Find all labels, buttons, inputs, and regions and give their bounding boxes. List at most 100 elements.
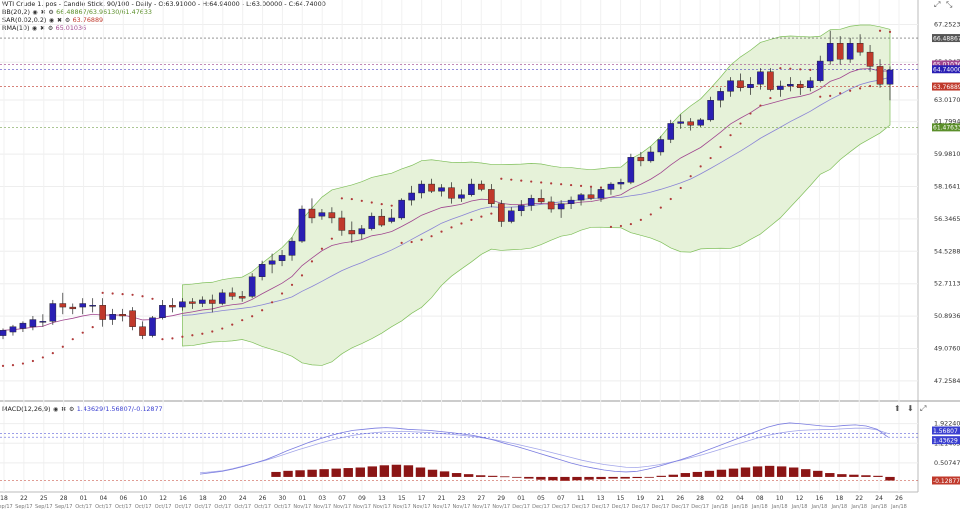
candle-body bbox=[617, 182, 625, 185]
candle-body bbox=[418, 183, 425, 194]
x-tick-label: 18 bbox=[836, 495, 844, 502]
x-tick-sublabel: Jan/18 bbox=[791, 504, 808, 510]
x-tick-label: 01 bbox=[299, 495, 307, 502]
x-tick-sublabel: Dec/17 bbox=[671, 504, 689, 510]
gear-icon[interactable]: ⚙ bbox=[68, 406, 75, 413]
sar-dot bbox=[51, 351, 54, 355]
sar-dot bbox=[450, 226, 453, 229]
sar-dot bbox=[569, 183, 573, 187]
expand-icon[interactable]: ⤢ bbox=[920, 404, 927, 413]
sar-dot bbox=[41, 356, 44, 359]
sar-dot bbox=[599, 186, 603, 189]
x-tick-sublabel: Oct/17 bbox=[254, 504, 271, 510]
sar-dot bbox=[480, 215, 483, 218]
candle-body bbox=[268, 260, 276, 265]
macd-value-badge-label: 1.56807 bbox=[933, 428, 958, 435]
candle-body bbox=[667, 123, 675, 140]
gear-icon[interactable]: ⚙ bbox=[47, 25, 54, 32]
sar-dot bbox=[231, 323, 234, 326]
sar-dot bbox=[420, 238, 423, 241]
candle-body bbox=[89, 305, 96, 307]
sar-dot bbox=[360, 199, 363, 202]
candle-body bbox=[358, 228, 366, 235]
value-badge-label: 65.01036 bbox=[933, 62, 960, 69]
macd-value-badge-label: 1.43629 bbox=[933, 437, 958, 444]
candle-body bbox=[627, 157, 635, 183]
close-icon[interactable]: ✖ bbox=[40, 9, 46, 16]
macd-histogram-bar bbox=[632, 476, 642, 479]
macd-histogram-bar bbox=[560, 476, 570, 481]
candle-body bbox=[657, 139, 665, 153]
sar-dot bbox=[510, 178, 513, 181]
sar-dot bbox=[609, 225, 613, 228]
sar-dot bbox=[320, 247, 324, 250]
candle-body bbox=[169, 305, 176, 308]
candle-body bbox=[179, 301, 186, 308]
candle-body bbox=[139, 326, 146, 336]
eye-icon[interactable]: ◉ bbox=[32, 9, 38, 16]
gear-icon[interactable]: ⚙ bbox=[48, 9, 54, 16]
candle-body bbox=[9, 326, 17, 333]
sar-dot bbox=[71, 338, 74, 341]
macd-histogram-bar bbox=[355, 467, 365, 477]
macd-histogram-bar bbox=[873, 475, 883, 477]
eye-icon[interactable]: ◉ bbox=[52, 406, 59, 413]
macd-y-tick-label: 0.50747 bbox=[934, 459, 960, 467]
candle-body bbox=[218, 292, 226, 304]
collapse-icon[interactable]: ⤡ bbox=[946, 0, 953, 9]
macd-histogram-bar bbox=[331, 468, 341, 477]
candle-body bbox=[428, 183, 435, 192]
candle-body bbox=[488, 189, 495, 204]
x-tick-label: 27 bbox=[478, 495, 486, 502]
sar-dot bbox=[11, 364, 15, 367]
x-tick-sublabel: Oct/17 bbox=[135, 504, 152, 510]
macd-histogram-bar bbox=[837, 474, 847, 477]
eye-icon[interactable]: ◉ bbox=[31, 25, 38, 32]
candle-body bbox=[149, 317, 156, 336]
x-tick-sublabel: Nov/17 bbox=[393, 504, 411, 510]
candle-body bbox=[597, 189, 605, 199]
sar-dot bbox=[290, 283, 294, 286]
sar-dot bbox=[829, 94, 832, 97]
sar-dot bbox=[789, 67, 792, 70]
candle-body bbox=[677, 121, 684, 124]
macd-histogram-bar bbox=[403, 465, 414, 477]
x-tick-label: 10 bbox=[139, 495, 147, 502]
sar-dot bbox=[679, 186, 682, 190]
macd-histogram-bar bbox=[788, 467, 799, 477]
close-icon[interactable]: ✖ bbox=[40, 25, 46, 32]
candle-body bbox=[567, 199, 575, 204]
macd-histogram-bar bbox=[427, 469, 438, 477]
x-tick-sublabel: Sep/17 bbox=[15, 504, 32, 510]
candle-body bbox=[238, 296, 246, 299]
sar-dot bbox=[669, 197, 672, 201]
sar-dot bbox=[619, 224, 623, 228]
sar-dot bbox=[878, 29, 882, 32]
macd-histogram-bar bbox=[716, 469, 727, 477]
x-tick-label: 16 bbox=[179, 495, 187, 502]
x-tick-sublabel: Dec/17 bbox=[512, 504, 530, 510]
close-icon[interactable]: ✖ bbox=[56, 17, 63, 24]
x-tick-label: 17 bbox=[418, 495, 426, 502]
candle-body bbox=[886, 69, 894, 85]
expand-icon[interactable]: ⤢ bbox=[934, 0, 941, 9]
sar-dot bbox=[579, 184, 583, 187]
down-arrow-icon[interactable]: ⬇ bbox=[907, 404, 914, 413]
x-tick-sublabel: Oct/17 bbox=[214, 504, 231, 510]
x-tick-sublabel: Dec/17 bbox=[651, 504, 669, 510]
sar-dot bbox=[91, 325, 94, 329]
gear-icon[interactable]: ⚙ bbox=[64, 17, 71, 24]
up-arrow-icon[interactable]: ⬆ bbox=[894, 404, 901, 413]
macd-value-badge bbox=[932, 436, 960, 445]
macd-line bbox=[199, 422, 889, 475]
x-tick-label: 20 bbox=[219, 495, 227, 502]
candle-body bbox=[39, 321, 47, 323]
candle-body bbox=[797, 84, 804, 88]
macd-histogram-bar bbox=[343, 468, 353, 477]
eye-icon[interactable]: ◉ bbox=[48, 17, 55, 24]
candle-body bbox=[697, 119, 704, 126]
x-tick-sublabel: Jan/18 bbox=[870, 504, 887, 510]
x-tick-label: 11 bbox=[577, 495, 585, 502]
candle-body bbox=[866, 51, 874, 67]
